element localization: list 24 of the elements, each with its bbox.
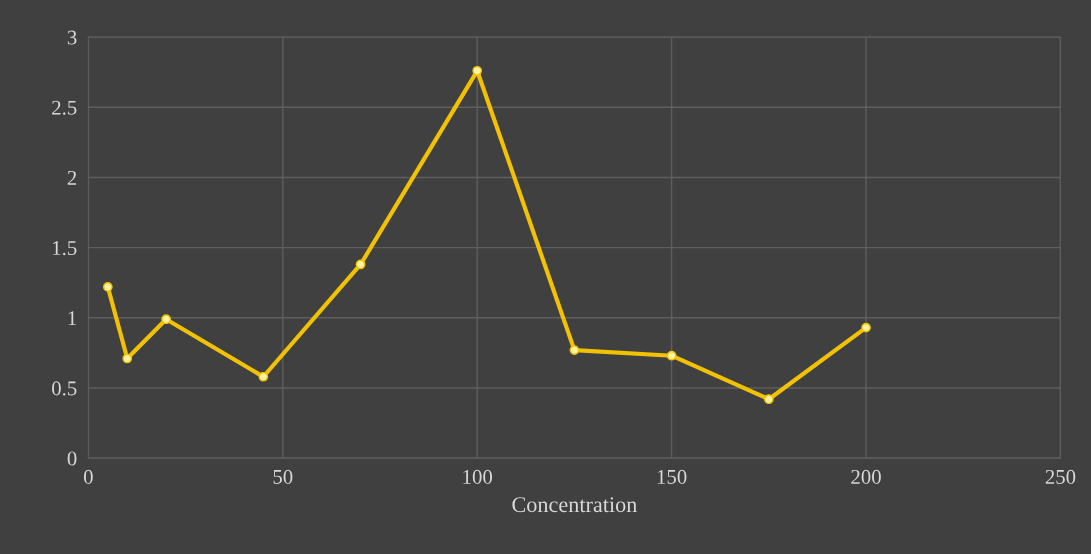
y-tick-label: 3: [67, 30, 77, 45]
point: [355, 259, 366, 270]
y-tick-label: 1: [68, 311, 77, 326]
point: [569, 345, 580, 355]
point: [763, 394, 774, 405]
y-tick-label: 0.5: [52, 381, 77, 396]
x-tick-label: 200: [851, 469, 881, 484]
point: [102, 282, 113, 292]
point: [861, 322, 871, 333]
point: [122, 353, 133, 364]
point: [258, 371, 269, 382]
point: [161, 314, 171, 325]
x-tick-label: 150: [657, 469, 687, 484]
x-tick-label: 100: [463, 469, 493, 484]
x-tick-label: 0: [83, 469, 93, 484]
x-tick-label: 50: [273, 469, 293, 484]
y-tick-label: 2.5: [52, 100, 77, 115]
point: [472, 65, 483, 76]
point: [666, 350, 677, 361]
x-tick-label: 250: [1045, 469, 1076, 484]
y-tick-label: 0: [67, 451, 77, 466]
y-tick-label: 2: [67, 170, 77, 185]
x-axis-title: Concentration: [512, 497, 638, 513]
y-tick-label: 1.5: [53, 241, 77, 256]
